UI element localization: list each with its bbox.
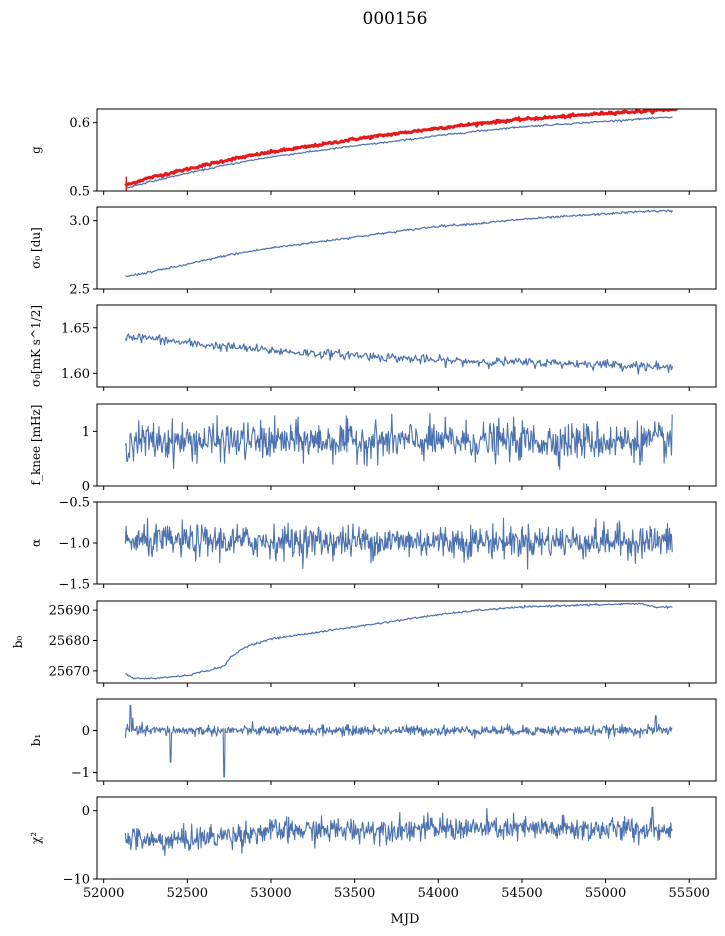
panel-sigma0_mk: 1.60 1.65 σ₀[mK s^1/2]: [29, 304, 717, 391]
x-axis-label: MJD: [391, 912, 420, 927]
y-tick-label-fknee: 0: [82, 480, 90, 495]
panel-b1: −1 0 b₁: [29, 698, 717, 785]
series-line-b1-0: [124, 704, 673, 778]
series-line-b0-0: [125, 602, 673, 680]
panel-alpha: −1.5 −1.0 −0.5 α: [29, 496, 717, 593]
y-axis-label-fknee: f_knee [mHz]: [29, 405, 43, 486]
y-tick-label-b0: 25690: [49, 604, 90, 619]
axes-frame-sigma0_du: [96, 206, 717, 290]
y-tick-label-alpha: −0.5: [58, 496, 90, 511]
y-tick-label-fknee: 1: [82, 425, 90, 440]
y-axis-label-sigma0_mk: σ₀[mK s^1/2]: [29, 305, 43, 387]
y-tick-label-b1: 0: [82, 724, 90, 739]
series-line-g-0: [124, 109, 679, 187]
axes-frame-sigma0_mk: [96, 304, 717, 388]
x-tick-label: 52500: [167, 886, 208, 901]
y-tick-label-sigma0_du: 2.5: [69, 283, 90, 298]
series-line-fknee-0: [124, 413, 673, 470]
y-axis-label-b0: b₀: [11, 636, 25, 649]
axes-frame-b0: [96, 600, 717, 684]
axes-frame-b1: [96, 698, 717, 782]
panel-fknee: 0 1 f_knee [mHz]: [29, 403, 717, 495]
axes-frame-g: [96, 108, 717, 192]
series-line-sigma0_mk-0: [124, 333, 674, 375]
y-axis-label-b1: b₁: [29, 734, 43, 747]
x-tick-label: 55000: [585, 886, 626, 901]
y-tick-label-g: 0.6: [69, 116, 90, 131]
panel-b0: 25670 25680 25690 b₀: [11, 600, 717, 687]
y-tick-label-sigma0_mk: 1.60: [61, 367, 90, 382]
y-axis-label-g: g: [29, 146, 43, 154]
y-axis-label-alpha: α: [29, 539, 43, 547]
y-tick-label-alpha: −1.5: [58, 578, 90, 593]
axes-frame-chi2: [96, 796, 717, 880]
y-axis-label-chi2: χ²: [29, 832, 43, 844]
panels-group: 0.5 0.6 g 2.5 3.0 σ₀ [du] 1.60 1.65 σ₀[mK s^1/2]…: [11, 108, 717, 901]
axes-frame-fknee: [96, 403, 717, 487]
panel-sigma0_du: 2.5 3.0 σ₀ [du]: [29, 206, 717, 298]
y-tick-label-b0: 25680: [49, 634, 90, 649]
series-line-sigma0_du-0: [125, 209, 674, 278]
figure-title: 000156: [363, 9, 428, 29]
y-tick-label-b0: 25670: [49, 664, 90, 679]
y-tick-label-sigma0_mk: 1.65: [61, 321, 90, 336]
y-tick-label-chi2: 0: [82, 804, 90, 819]
y-axis-label-sigma0_du: σ₀ [du]: [29, 227, 43, 269]
y-tick-label-g: 0.5: [69, 185, 90, 200]
series-line-chi2-0: [124, 806, 673, 856]
panel-g: 0.5 0.6 g: [29, 108, 717, 200]
y-tick-label-alpha: −1.0: [58, 537, 90, 552]
series-line-g-1: [125, 116, 673, 189]
y-tick-label-chi2: −10: [63, 873, 90, 888]
x-tick-label: 53000: [250, 886, 291, 901]
y-tick-label-sigma0_du: 3.0: [69, 214, 90, 229]
x-tick-label: 52000: [83, 886, 124, 901]
x-tick-label: 55500: [669, 886, 710, 901]
series-line-alpha-0: [124, 517, 673, 570]
x-tick-label: 53500: [334, 886, 375, 901]
x-tick-label: 54000: [418, 886, 459, 901]
panel-chi2: −10 0 χ² 52000 52500 53000 53500 54000 54500 5500…: [29, 796, 717, 901]
y-tick-label-b1: −1: [71, 766, 90, 781]
x-tick-label: 54500: [501, 886, 542, 901]
